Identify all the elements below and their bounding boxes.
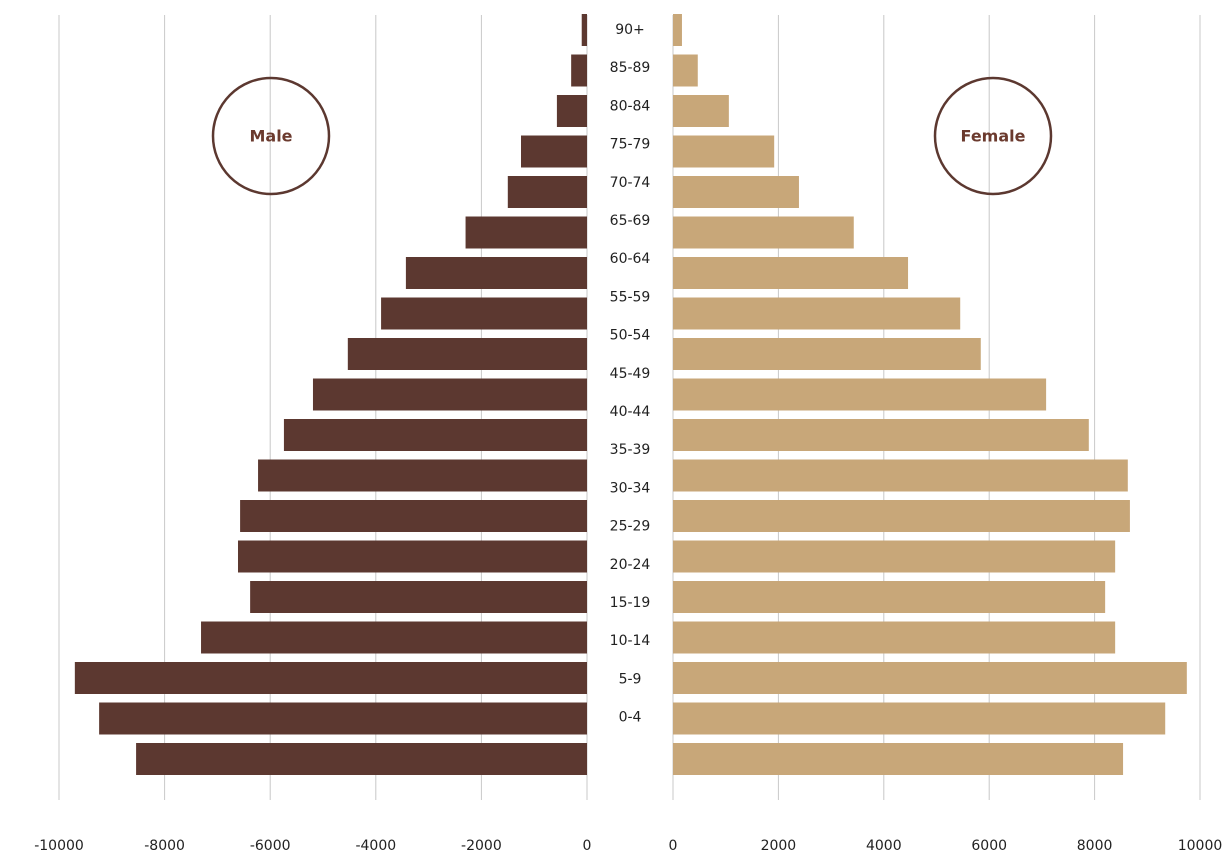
bar <box>673 297 961 330</box>
x-tick-label: -2000 <box>461 838 502 854</box>
bar <box>673 95 729 127</box>
bar <box>465 216 587 249</box>
bar <box>673 14 682 46</box>
x-tick-label: -6000 <box>250 838 291 854</box>
x-tick-label: 2000 <box>761 838 797 854</box>
category-label: 0-4 <box>619 710 642 726</box>
x-tick-label: 10000 <box>1178 838 1223 854</box>
category-label: 60-64 <box>610 251 651 267</box>
bar <box>673 500 1130 532</box>
category-label: 45-49 <box>610 366 651 382</box>
category-label: 35-39 <box>610 442 651 458</box>
category-label: 10-14 <box>610 633 651 649</box>
bar <box>237 540 587 573</box>
category-label: 15-19 <box>610 595 651 611</box>
category-label: 70-74 <box>610 175 651 191</box>
bar <box>673 378 1047 411</box>
bar <box>673 743 1124 775</box>
bar <box>136 743 587 775</box>
category-label: 90+ <box>615 22 645 38</box>
category-label: 80-84 <box>610 98 651 114</box>
bar <box>673 581 1106 613</box>
bar <box>673 459 1128 492</box>
bar <box>405 257 587 289</box>
category-label: 5-9 <box>619 671 642 687</box>
x-tick-label: 0 <box>583 838 592 854</box>
category-label: 40-44 <box>610 404 651 420</box>
bar <box>673 338 981 370</box>
x-tick-label: 8000 <box>1077 838 1113 854</box>
bar <box>673 702 1166 735</box>
legend-label: Female <box>961 127 1026 146</box>
bar <box>240 500 587 532</box>
bar <box>250 581 588 613</box>
legend-label: Male <box>249 127 292 146</box>
category-label: 50-54 <box>610 328 651 344</box>
legend-circle <box>211 76 331 196</box>
bar <box>556 95 587 127</box>
bar <box>99 702 588 735</box>
bar <box>283 419 587 451</box>
bar <box>673 257 909 289</box>
bar <box>258 459 587 492</box>
bar <box>507 176 587 208</box>
x-tick-label: 6000 <box>971 838 1007 854</box>
bar <box>347 338 587 370</box>
x-tick-label: -10000 <box>34 838 84 854</box>
bar <box>312 378 587 411</box>
bar <box>201 621 588 654</box>
bar <box>673 419 1089 451</box>
bar <box>571 54 587 87</box>
bar <box>581 14 587 46</box>
x-tick-label: 4000 <box>866 838 902 854</box>
category-label: 75-79 <box>610 137 651 153</box>
bar <box>381 297 587 330</box>
bar <box>673 176 799 208</box>
bar <box>74 662 588 694</box>
bar <box>673 621 1116 654</box>
category-label: 30-34 <box>610 480 651 496</box>
category-label: 85-89 <box>610 60 651 76</box>
category-label: 20-24 <box>610 557 651 573</box>
x-tick-label: 0 <box>669 838 678 854</box>
bar <box>673 540 1116 573</box>
x-tick-label: -8000 <box>144 838 185 854</box>
bar <box>673 216 854 249</box>
legend-circle <box>933 76 1053 196</box>
category-label: 55-59 <box>610 289 651 305</box>
category-label: 25-29 <box>610 519 651 535</box>
x-tick-label: -4000 <box>355 838 396 854</box>
bar <box>521 135 587 168</box>
category-label: 65-69 <box>610 213 651 229</box>
bar <box>673 135 775 168</box>
bar <box>673 662 1187 694</box>
bar <box>673 54 698 87</box>
